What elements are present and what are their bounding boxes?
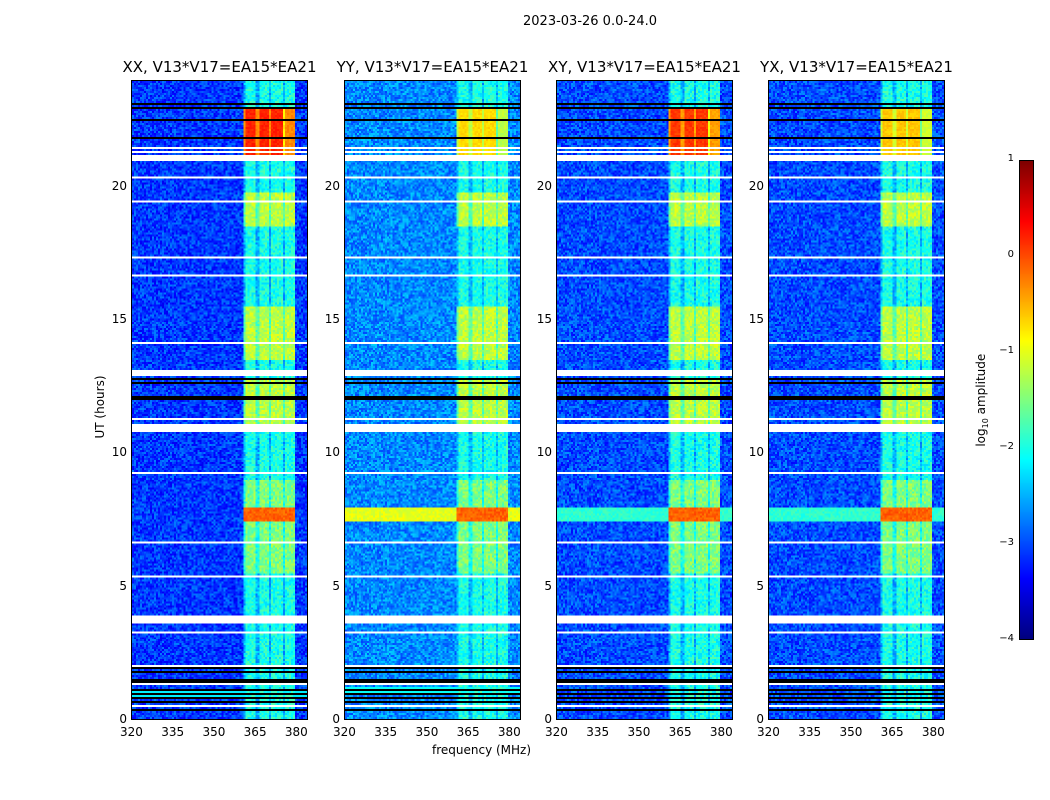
y-tick-label: 20 [536,178,552,193]
panel-title: YY, V13*V17=EA15*EA21 [336,58,529,76]
heatmap-image [132,81,307,719]
heatmap-image [557,81,732,719]
y-tick-label: 5 [119,578,127,593]
y-tick-label: 5 [756,578,764,593]
x-tick-label: 335 [586,725,610,739]
figure-title: 2023-03-26 0.0-24.0 [523,14,657,29]
y-tick-label: 5 [544,578,552,593]
x-tick-label: 365 [243,725,267,739]
y-tick-label: 20 [324,178,340,193]
y-tick-label: 0 [332,712,340,726]
y-tick-label: 15 [111,312,127,326]
colorbar-tick-label: −3 [999,537,1014,548]
y-tick-label: 15 [324,312,340,326]
spectrogram-panel-2 [344,80,521,720]
y-tick-label: 0 [544,712,552,726]
heatmap-image [345,81,520,719]
x-tick-label: 365 [668,725,692,739]
x-tick-label: 350 [839,725,863,739]
y-tick-label: 5 [332,578,340,593]
y-tick-label: 10 [324,445,340,460]
y-tick-label: 20 [111,178,127,193]
y-tick-label: 15 [536,312,552,326]
y-axis-label: UT (hours) [93,375,107,439]
y-tick-label: 0 [119,712,127,726]
y-tick-label: 10 [111,445,127,460]
y-tick-label: 10 [748,445,764,460]
panel-title: XX, V13*V17=EA15*EA21 [122,58,317,76]
spectrogram-panel-1 [131,80,308,720]
colorbar-tick-label: −1 [999,345,1014,356]
x-tick-label: 350 [627,725,651,739]
colorbar-tick-label: 1 [1007,153,1014,164]
colorbar-label: log10 amplitude [973,353,991,447]
x-tick-label: 380 [709,725,733,739]
x-tick-label: 380 [497,725,521,739]
heatmap-image [769,81,944,719]
x-tick-label: 320 [757,725,780,739]
x-tick-label: 350 [202,725,226,739]
panel-title: YX, V13*V17=EA15*EA21 [760,58,953,76]
x-tick-label: 320 [333,725,356,739]
y-tick-label: 15 [748,312,764,326]
panel-title: XY, V13*V17=EA15*EA21 [548,58,741,76]
y-tick-label: 0 [756,712,764,726]
x-tick-label: 380 [284,725,308,739]
y-tick-label: 10 [536,445,552,460]
x-tick-label: 365 [456,725,480,739]
x-axis-label: frequency (MHz) [432,743,532,757]
x-tick-label: 335 [374,725,398,739]
x-tick-label: 320 [545,725,568,739]
x-tick-label: 350 [415,725,439,739]
spectrogram-panel-3 [556,80,733,720]
x-tick-label: 335 [161,725,185,739]
colorbar [1019,160,1034,640]
x-tick-label: 380 [921,725,945,739]
x-tick-label: 320 [120,725,143,739]
colorbar-tick-label: 0 [1007,249,1014,260]
spectrogram-panel-4 [768,80,945,720]
colorbar-tick-label: −2 [999,441,1014,452]
x-tick-label: 365 [880,725,904,739]
colorbar-tick-label: −4 [999,633,1014,644]
x-tick-label: 335 [798,725,822,739]
y-tick-label: 20 [748,178,764,193]
